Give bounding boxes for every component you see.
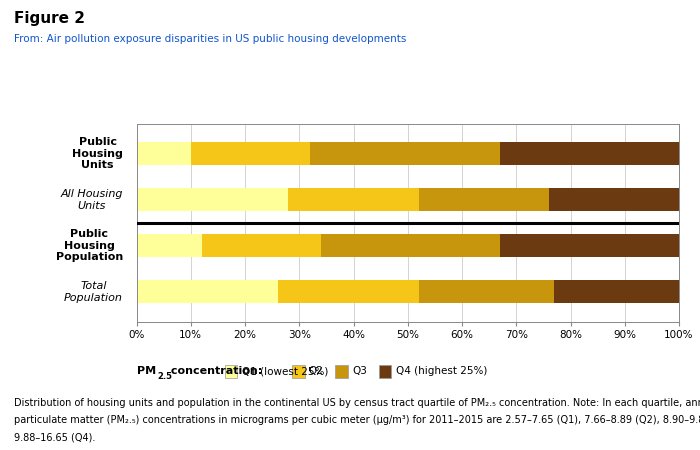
Bar xyxy=(190,142,310,165)
Bar xyxy=(419,280,554,303)
Bar xyxy=(419,188,549,211)
Text: Distribution of housing units and population in the continental US by census tra: Distribution of housing units and popula… xyxy=(14,398,700,408)
Text: Total
Population: Total Population xyxy=(64,281,123,302)
Bar xyxy=(500,234,679,257)
Bar xyxy=(202,234,321,257)
Text: 9.88–16.65 (Q4).: 9.88–16.65 (Q4). xyxy=(14,432,95,442)
Text: From: Air pollution exposure disparities in US public housing developments: From: Air pollution exposure disparities… xyxy=(14,34,407,44)
Bar xyxy=(321,234,500,257)
Text: Public
Housing
Units: Public Housing Units xyxy=(72,137,123,170)
Text: concentration:: concentration: xyxy=(167,366,262,376)
Text: All Housing
Units: All Housing Units xyxy=(60,189,123,211)
Bar xyxy=(277,280,419,303)
Text: Figure 2: Figure 2 xyxy=(14,11,85,26)
Text: Q3: Q3 xyxy=(352,366,367,376)
Text: Q2: Q2 xyxy=(309,366,323,376)
Text: Public
Housing
Population: Public Housing Population xyxy=(56,229,123,262)
Bar xyxy=(310,142,500,165)
Text: Q4 (highest 25%): Q4 (highest 25%) xyxy=(395,366,487,376)
Text: Q1 (lowest 25%): Q1 (lowest 25%) xyxy=(241,366,328,376)
Text: particulate matter (PM₂.₅) concentrations in micrograms per cubic meter (μg/m³) : particulate matter (PM₂.₅) concentration… xyxy=(14,415,700,425)
Bar xyxy=(288,188,419,211)
Bar xyxy=(500,142,679,165)
Bar xyxy=(136,280,277,303)
Bar xyxy=(136,142,190,165)
Bar xyxy=(136,234,202,257)
Text: 2.5: 2.5 xyxy=(158,372,172,381)
Bar xyxy=(136,188,288,211)
Text: PM: PM xyxy=(136,366,155,376)
Bar xyxy=(549,188,679,211)
Bar xyxy=(554,280,679,303)
